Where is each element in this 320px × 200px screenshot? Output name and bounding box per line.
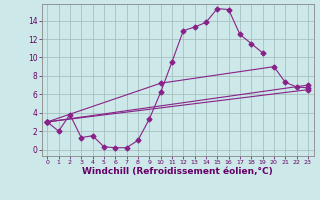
X-axis label: Windchill (Refroidissement éolien,°C): Windchill (Refroidissement éolien,°C): [82, 167, 273, 176]
